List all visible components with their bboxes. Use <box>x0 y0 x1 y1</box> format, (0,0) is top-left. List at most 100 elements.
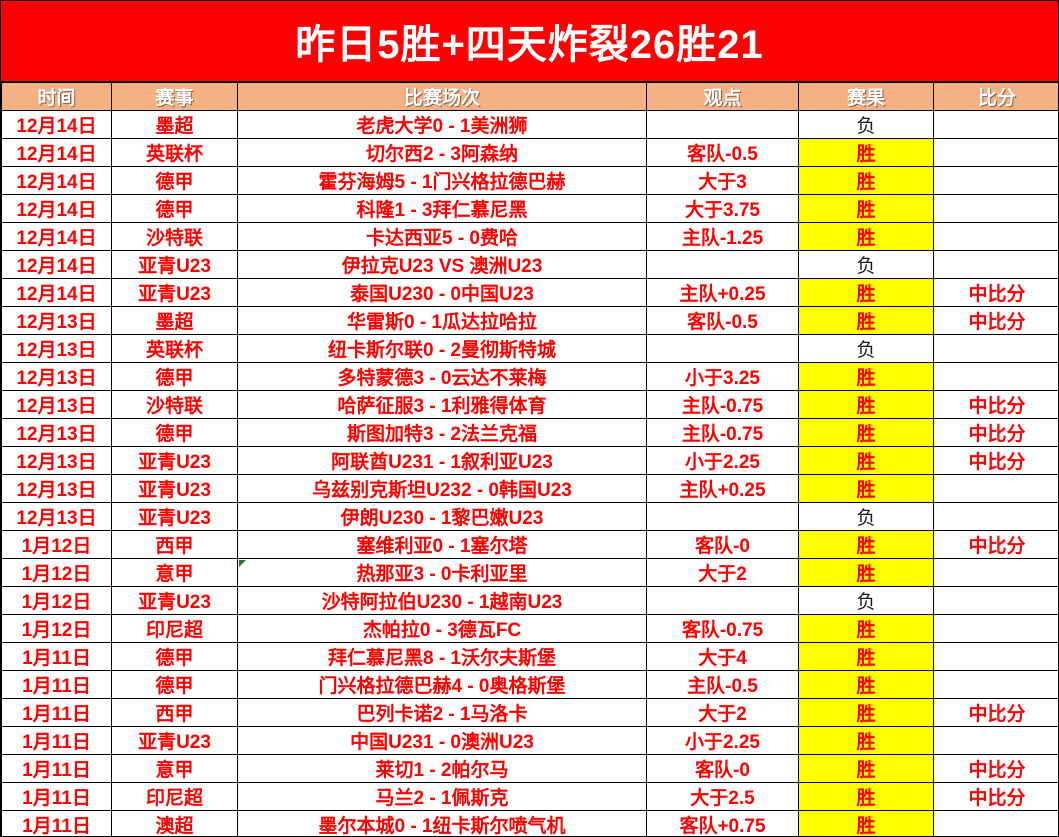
results-table: 时间 赛事 比赛场次 观点 赛果 比分 12月14日 墨超 老虎大学0 - 1美洲狮… <box>1 82 1058 836</box>
column-header-match: 比赛场次 <box>237 82 647 111</box>
table-row: 12月13日 英联杯 纽卡斯尔联0 - 2曼彻斯特城 负 <box>1 334 1058 363</box>
cell-result: 负 <box>798 110 934 139</box>
cell-date: 12月14日 <box>1 138 112 167</box>
cell-score <box>933 138 1058 167</box>
cell-opinion: 小于2.25 <box>646 726 799 755</box>
cell-league: 德甲 <box>111 362 238 391</box>
cell-match: 门兴格拉德巴赫4 - 0奥格斯堡 <box>237 670 647 699</box>
cell-date: 12月13日 <box>1 334 112 363</box>
cell-opinion: 客队-0.5 <box>646 138 799 167</box>
cell-result: 胜 <box>798 306 934 335</box>
cell-score: 中比分 <box>933 782 1058 811</box>
table-row: 12月13日 德甲 多特蒙德3 - 0云达不莱梅 小于3.25 胜 <box>1 362 1058 391</box>
cell-score <box>933 362 1058 391</box>
cell-opinion: 主队-0.75 <box>646 418 799 447</box>
cell-match: 霍芬海姆5 - 1门兴格拉德巴赫 <box>237 166 647 195</box>
cell-opinion: 小于2.25 <box>646 446 799 475</box>
cell-league: 沙特联 <box>111 222 238 251</box>
cell-league: 墨超 <box>111 110 238 139</box>
cell-league: 亚青U23 <box>111 726 238 755</box>
cell-date: 12月13日 <box>1 418 112 447</box>
cell-score <box>933 474 1058 503</box>
table-row: 12月13日 德甲 斯图加特3 - 2法兰克福 主队-0.75 胜中比分 <box>1 418 1058 447</box>
cell-opinion: 客队-0.5 <box>646 306 799 335</box>
cell-match: 莱切1 - 2帕尔马 <box>237 754 647 783</box>
cell-match: 华雷斯0 - 1瓜达拉哈拉 <box>237 306 647 335</box>
cell-match: 泰国U230 - 0中国U23 <box>237 278 647 307</box>
cell-league: 亚青U23 <box>111 586 238 615</box>
title-banner: 昨日5胜+四天炸裂26胜21 <box>1 1 1058 82</box>
cell-result: 胜 <box>798 278 934 307</box>
cell-result: 负 <box>798 250 934 279</box>
table-row: 12月14日 英联杯 切尔西2 - 3阿森纳 客队-0.5 胜 <box>1 138 1058 167</box>
cell-date: 12月14日 <box>1 166 112 195</box>
cell-opinion: 主队-0.75 <box>646 390 799 419</box>
cell-date: 12月14日 <box>1 250 112 279</box>
cell-date: 12月14日 <box>1 278 112 307</box>
cell-result: 胜 <box>798 166 934 195</box>
cell-result: 胜 <box>798 642 934 671</box>
cell-league: 亚青U23 <box>111 502 238 531</box>
cell-score: 中比分 <box>933 278 1058 307</box>
results-table-header: 时间 赛事 比赛场次 观点 赛果 比分 <box>1 82 1058 111</box>
cell-league: 德甲 <box>111 166 238 195</box>
cell-score: 中比分 <box>933 446 1058 475</box>
cell-match: 伊朗U230 - 1黎巴嫩U23 <box>237 502 647 531</box>
cell-result: 胜 <box>798 474 934 503</box>
cell-date: 1月11日 <box>1 698 112 727</box>
cell-league: 德甲 <box>111 670 238 699</box>
cell-date: 1月12日 <box>1 558 112 587</box>
cell-result: 胜 <box>798 418 934 447</box>
page-title: 昨日5胜+四天炸裂26胜21 <box>295 23 764 67</box>
cell-match: 拜仁慕尼黑8 - 1沃尔夫斯堡 <box>237 642 647 671</box>
table-row: 1月11日 亚青U23 中国U231 - 0澳洲U23 小于2.25 胜 <box>1 726 1058 755</box>
cell-comment-marker-icon <box>239 560 246 567</box>
cell-opinion: 大于3.75 <box>646 194 799 223</box>
table-row: 1月12日 西甲 塞维利亚0 - 1塞尔塔 客队-0 胜中比分 <box>1 530 1058 559</box>
cell-match: 塞维利亚0 - 1塞尔塔 <box>237 530 647 559</box>
cell-opinion: 主队+0.25 <box>646 474 799 503</box>
cell-match: 热那亚3 - 0卡利亚里 <box>237 558 647 587</box>
cell-result: 负 <box>798 502 934 531</box>
cell-score <box>933 726 1058 755</box>
cell-opinion: 大于2 <box>646 558 799 587</box>
cell-match: 科隆1 - 3拜仁慕尼黑 <box>237 194 647 223</box>
cell-opinion <box>646 502 799 531</box>
cell-league: 沙特联 <box>111 390 238 419</box>
column-header-date: 时间 <box>1 82 112 111</box>
cell-result: 胜 <box>798 754 934 783</box>
cell-league: 意甲 <box>111 558 238 587</box>
cell-result: 负 <box>798 586 934 615</box>
cell-opinion: 主队-0.5 <box>646 670 799 699</box>
cell-score <box>933 614 1058 643</box>
column-header-score: 比分 <box>933 82 1058 111</box>
cell-date: 12月13日 <box>1 306 112 335</box>
cell-date: 1月12日 <box>1 586 112 615</box>
cell-result: 胜 <box>798 726 934 755</box>
cell-match: 巴列卡诺2 - 1马洛卡 <box>237 698 647 727</box>
cell-league: 亚青U23 <box>111 278 238 307</box>
cell-score <box>933 222 1058 251</box>
cell-league: 德甲 <box>111 418 238 447</box>
cell-opinion <box>646 334 799 363</box>
table-row: 12月14日 亚青U23 伊拉克U23 VS 澳洲U23 负 <box>1 250 1058 279</box>
cell-date: 1月12日 <box>1 614 112 643</box>
table-row: 12月13日 亚青U23 乌兹别克斯坦U232 - 0韩国U23 主队+0.25 胜 <box>1 474 1058 503</box>
cell-result: 胜 <box>798 446 934 475</box>
cell-date: 12月13日 <box>1 502 112 531</box>
cell-date: 12月13日 <box>1 474 112 503</box>
cell-date: 1月11日 <box>1 810 112 836</box>
table-row: 12月14日 德甲 霍芬海姆5 - 1门兴格拉德巴赫 大于3 胜 <box>1 166 1058 195</box>
cell-date: 12月14日 <box>1 110 112 139</box>
cell-date: 12月14日 <box>1 194 112 223</box>
cell-score: 中比分 <box>933 306 1058 335</box>
cell-result: 胜 <box>798 362 934 391</box>
column-header-league: 赛事 <box>111 82 238 111</box>
cell-match: 老虎大学0 - 1美洲狮 <box>237 110 647 139</box>
cell-league: 西甲 <box>111 530 238 559</box>
table-row: 12月14日 德甲 科隆1 - 3拜仁慕尼黑 大于3.75 胜 <box>1 194 1058 223</box>
table-row: 1月12日 印尼超 杰帕拉0 - 3德瓦FC 客队-0.75 胜 <box>1 614 1058 643</box>
cell-result: 胜 <box>798 698 934 727</box>
column-header-opinion: 观点 <box>646 82 799 111</box>
